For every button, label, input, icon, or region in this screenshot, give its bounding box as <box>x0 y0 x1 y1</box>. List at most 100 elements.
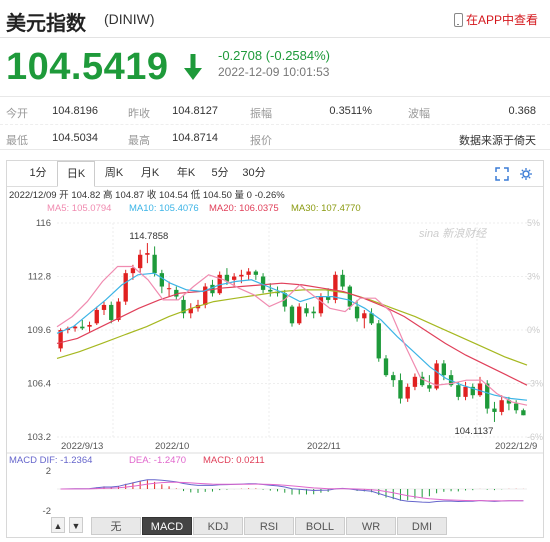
stats-row: 最低 104.5034 最高 104.8714 报价 数据来源于倚天 <box>0 124 550 150</box>
candle-body <box>268 289 273 292</box>
candle-body <box>181 299 186 314</box>
stat-value-range: 0.368 <box>508 105 536 117</box>
watermark: sina 新浪财经 <box>419 227 487 240</box>
candle-body <box>260 276 266 290</box>
candlestick-chart[interactable]: 2022/12/09 开 104.82 高 104.87 收 104.54 低 … <box>7 187 543 515</box>
stat-value-high: 104.8714 <box>172 132 218 144</box>
candle-body <box>289 306 295 324</box>
stats-grid: 今开 104.8196 昨收 104.8127 振幅 0.3511% 波幅 0.… <box>0 96 550 150</box>
fullscreen-icon[interactable] <box>495 167 509 181</box>
ticker-code: (DINIW) <box>104 11 155 27</box>
ma30-label: MA30: 107.4770 <box>291 203 361 214</box>
candle-body <box>506 400 512 404</box>
pct-tick-label: 3% <box>527 272 540 282</box>
tab-1min[interactable]: 1分 <box>29 167 47 179</box>
macd-dif-line <box>60 479 524 503</box>
candle-body <box>470 386 475 396</box>
candle-body <box>376 323 381 359</box>
indicator-none[interactable]: 无 <box>91 517 141 535</box>
indicator-kdj[interactable]: KDJ <box>193 517 243 535</box>
tab-yearly-k[interactable]: 年K <box>176 167 196 179</box>
candle-body <box>217 274 222 294</box>
stat-value-open: 104.8196 <box>52 105 98 117</box>
stat-label-quote: 报价 <box>250 135 272 147</box>
quote-timestamp: 2022-12-09 10:01:53 <box>218 65 330 79</box>
x-tick-label: 2022/9/13 <box>61 441 103 452</box>
scroll-down-button[interactable]: ▼ <box>69 517 83 533</box>
candle-body <box>297 306 302 324</box>
y-tick-label: 106.4 <box>27 379 51 390</box>
tab-daily-k[interactable]: 日K <box>57 161 95 187</box>
min-price-label: 104.1137 <box>454 426 493 437</box>
current-price: 104.5419 <box>6 46 169 88</box>
candle-body <box>231 276 237 280</box>
candle-body <box>419 376 425 386</box>
indicator-rsi[interactable]: RSI <box>244 517 294 535</box>
candle-body <box>58 330 63 349</box>
indicator-boll[interactable]: BOLL <box>295 517 345 535</box>
candle-body <box>246 271 251 275</box>
candle-body <box>477 383 483 396</box>
candle-body <box>325 296 331 300</box>
candle-body <box>499 400 504 412</box>
candle-body <box>391 375 396 381</box>
tab-monthly-k[interactable]: 月K <box>140 167 160 179</box>
settings-icon[interactable] <box>519 167 533 181</box>
stat-label-range: 波幅 <box>408 108 430 120</box>
stat-label-prev-close: 昨收 <box>128 108 150 120</box>
candle-body <box>101 304 107 310</box>
candle-body <box>441 363 447 376</box>
pct-tick-label: 5% <box>527 218 540 228</box>
candle-body <box>463 386 468 397</box>
candle-body <box>434 363 439 389</box>
candle-body <box>116 301 121 320</box>
indicator-dmi[interactable]: DMI <box>397 517 447 535</box>
candle-body <box>311 311 316 314</box>
candle-body <box>130 268 136 274</box>
stat-label-high: 最高 <box>128 135 150 147</box>
tab-5min[interactable]: 5分 <box>211 167 229 179</box>
ma30-line <box>56 289 528 366</box>
candle-body <box>513 403 519 411</box>
y-tick-label: 112.8 <box>28 272 51 283</box>
tab-30min[interactable]: 30分 <box>242 167 266 179</box>
open-in-app-link[interactable]: 在APP中查看 <box>453 11 538 28</box>
candle-body <box>318 296 324 314</box>
phone-icon <box>453 12 463 27</box>
ma5-line <box>56 265 528 406</box>
candle-body <box>174 289 179 297</box>
candle-body <box>239 274 244 277</box>
candle-body <box>354 306 360 319</box>
y-tick-label: 103.2 <box>27 432 51 443</box>
period-tabs: 1分 日K 周K 月K 年K 5分 30分 <box>7 161 543 187</box>
candle-body <box>87 324 92 327</box>
candle-body <box>340 274 345 287</box>
candle-body <box>72 326 78 329</box>
candle-body <box>383 358 389 376</box>
tab-weekly-k[interactable]: 周K <box>104 167 124 179</box>
stat-value-low: 104.5034 <box>52 132 98 144</box>
stat-value-source: 数据来源于倚天 <box>459 135 536 147</box>
stat-label-amplitude: 振幅 <box>250 108 272 120</box>
candle-body <box>412 376 418 387</box>
macd-value-label: MACD: 0.0211 <box>203 455 265 466</box>
indicator-wr[interactable]: WR <box>346 517 396 535</box>
y-tick-label: 116 <box>36 218 51 229</box>
x-tick-label: 2022/11 <box>307 441 341 452</box>
x-tick-label: 2022/12/9 <box>495 441 537 452</box>
ma10-line <box>56 272 528 401</box>
scroll-up-button[interactable]: ▲ <box>51 517 65 533</box>
candle-body <box>456 385 461 397</box>
indicator-macd[interactable]: MACD <box>142 517 192 535</box>
pct-tick-label: -3% <box>527 379 543 389</box>
stat-label-open: 今开 <box>6 108 28 120</box>
candle-body <box>224 274 230 282</box>
ma5-label: MA5: 105.0794 <box>47 203 111 214</box>
candle-body <box>137 254 143 269</box>
candle-body <box>405 386 410 399</box>
candle-body <box>123 273 128 302</box>
candle-body <box>80 326 85 329</box>
candle-body <box>253 271 259 275</box>
quote-panel: 104.5419 -0.2708 (-0.2584%) 2022-12-09 1… <box>0 40 550 92</box>
candle-body <box>362 313 367 319</box>
